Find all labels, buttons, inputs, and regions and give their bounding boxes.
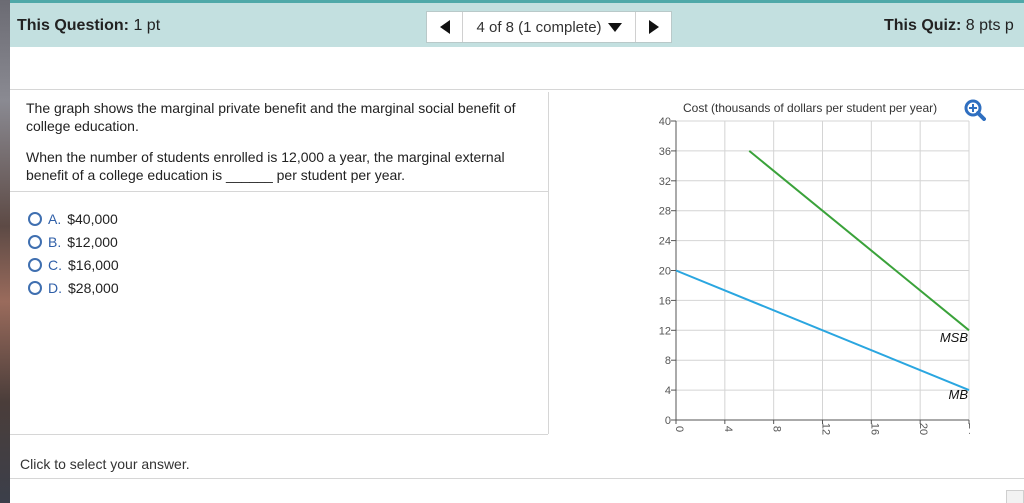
x-tick-label: 4 xyxy=(722,426,734,432)
quiz-points-label: This Quiz: xyxy=(884,17,962,34)
y-tick-label: 32 xyxy=(659,176,671,188)
x-tick-label: 8 xyxy=(771,426,783,432)
choice-b[interactable]: B. $12,000 xyxy=(28,230,119,253)
triangle-down-icon xyxy=(607,22,622,32)
question-text: The graph shows the marginal private ben… xyxy=(26,99,536,197)
x-tick-label: 12 xyxy=(820,423,832,435)
instruction-text: Click to select your answer. xyxy=(20,456,190,472)
y-tick-label: 0 xyxy=(665,415,671,427)
choice-c[interactable]: C. $16,000 xyxy=(28,253,119,276)
y-tick-label: 36 xyxy=(659,146,671,158)
question-points-label: This Question: xyxy=(17,17,129,34)
question-paragraph-2: When the number of students enrolled is … xyxy=(26,149,505,183)
y-tick-label: 12 xyxy=(659,325,671,337)
y-tick-label: 4 xyxy=(665,385,671,397)
previous-question-button[interactable] xyxy=(427,12,463,42)
quiz-points: This Quiz: 8 pts p xyxy=(884,17,1014,35)
background-strip xyxy=(0,0,10,503)
answer-choices: A. $40,000 B. $12,000 C. $16,000 D. $28,… xyxy=(28,207,119,299)
choice-letter: C. xyxy=(48,256,62,273)
choice-letter: D. xyxy=(48,279,62,296)
series xyxy=(675,150,970,392)
corner-button[interactable] xyxy=(1006,490,1024,503)
y-tick-label: 40 xyxy=(659,116,671,128)
radio-button[interactable] xyxy=(28,280,42,295)
zoom-in-icon[interactable] xyxy=(964,99,986,121)
choice-letter: B. xyxy=(48,233,62,250)
y-axis-label: Cost (thousands of dollars per student p… xyxy=(683,101,937,115)
question-paragraph-1: The graph shows the marginal private ben… xyxy=(26,100,516,134)
vertical-divider xyxy=(548,92,549,434)
question-select-dropdown[interactable]: 4 of 8 (1 complete) xyxy=(463,19,635,36)
quiz-frame: This Question: 1 pt 4 of 8 (1 complete) … xyxy=(10,0,1024,503)
y-tick-label: 28 xyxy=(659,206,671,218)
x-tick-label: 16 xyxy=(868,423,880,435)
choice-text: $28,000 xyxy=(68,279,119,296)
choice-d[interactable]: D. $28,000 xyxy=(28,276,119,299)
series-line-msb xyxy=(748,150,970,332)
question-navigator: 4 of 8 (1 complete) xyxy=(426,11,672,43)
x-tick-label: 0 xyxy=(673,426,685,432)
triangle-right-icon xyxy=(648,20,659,34)
divider xyxy=(10,434,548,435)
triangle-left-icon xyxy=(439,20,450,34)
choice-text: $16,000 xyxy=(68,256,119,273)
y-tick-label: 16 xyxy=(659,295,671,307)
choice-text: $40,000 xyxy=(67,210,118,227)
header-bar: This Question: 1 pt 4 of 8 (1 complete) … xyxy=(10,0,1024,47)
radio-button[interactable] xyxy=(28,211,42,226)
series-line-mb xyxy=(675,269,970,392)
grid xyxy=(675,120,970,421)
next-question-button[interactable] xyxy=(635,12,671,42)
question-points: This Question: 1 pt xyxy=(17,17,160,35)
question-points-value: 1 pt xyxy=(133,17,161,34)
series-label-mb: MB xyxy=(949,387,969,402)
toolbar-area xyxy=(10,47,1024,90)
choice-letter: A. xyxy=(48,210,62,227)
divider xyxy=(10,191,548,192)
radio-button[interactable] xyxy=(28,234,42,249)
choice-a[interactable]: A. $40,000 xyxy=(28,207,119,230)
quiz-points-value: 8 pts p xyxy=(965,17,1014,34)
question-position-text: 4 of 8 (1 complete) xyxy=(476,18,602,36)
series-label-msb: MSB xyxy=(940,330,969,345)
x-tick-label: 20 xyxy=(917,423,929,435)
benefit-graph: 0 4 8 12 16 20 24 28 32 36 40 0 4 8 12 16 20 24 Cost (thou… xyxy=(659,101,970,435)
y-tick-label: 8 xyxy=(665,355,671,367)
divider xyxy=(10,478,1024,479)
axes xyxy=(671,120,970,424)
y-tick-label: 20 xyxy=(659,266,671,278)
x-tick-label: 24 xyxy=(966,423,970,435)
radio-button[interactable] xyxy=(28,257,42,272)
labels: 0 4 8 12 16 20 24 28 32 36 40 0 4 8 12 16 20 24 Cost (thou… xyxy=(659,101,970,435)
choice-text: $12,000 xyxy=(67,233,118,250)
y-tick-label: 24 xyxy=(659,236,671,248)
